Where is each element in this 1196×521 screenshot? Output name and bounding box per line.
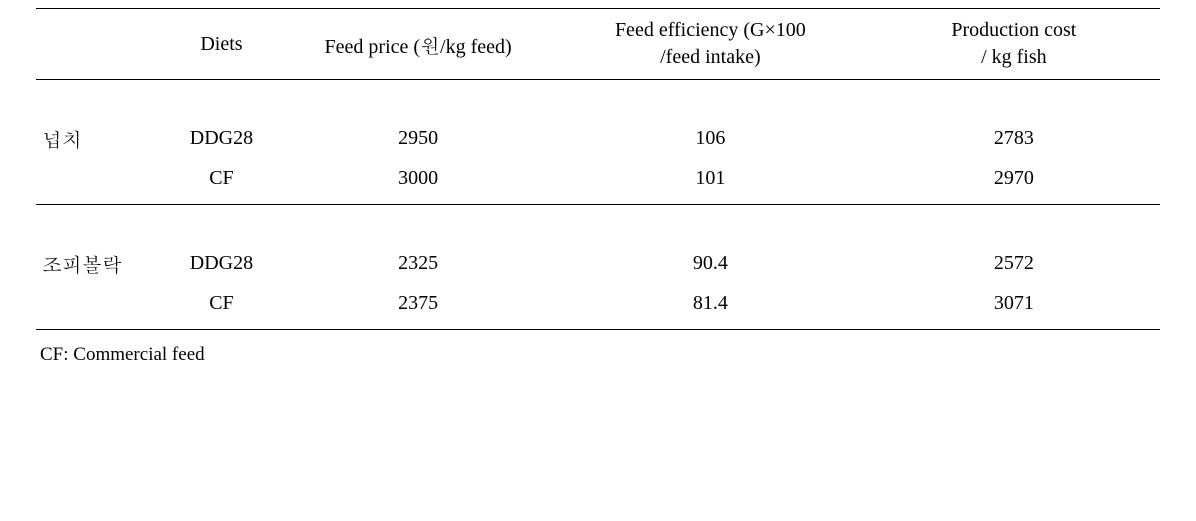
footnote: CF: Commercial feed <box>36 344 1160 366</box>
cell-price: 2375 <box>283 283 553 330</box>
header-diets: Diets <box>160 9 284 80</box>
section-gap <box>36 205 1160 244</box>
header-efficiency-l2: /feed intake) <box>553 44 868 71</box>
cell-cost: 2572 <box>868 243 1160 283</box>
cell-efficiency: 101 <box>553 158 868 205</box>
cell-cost: 2783 <box>868 118 1160 158</box>
cell-cost: 3071 <box>868 283 1160 330</box>
cell-cost: 2970 <box>868 158 1160 205</box>
species-label-empty <box>36 283 160 330</box>
cell-price: 2950 <box>283 118 553 158</box>
data-table: Diets Feed price (원/kg feed) Feed effici… <box>36 8 1160 330</box>
table-row: CF 2375 81.4 3071 <box>36 283 1160 330</box>
cell-diet: CF <box>160 158 284 205</box>
cell-efficiency: 106 <box>553 118 868 158</box>
table-row: 조피볼락 DDG28 2325 90.4 2572 <box>36 243 1160 283</box>
header-price: Feed price (원/kg feed) <box>283 9 553 80</box>
species-label: 넙치 <box>36 118 160 158</box>
cell-efficiency: 90.4 <box>553 243 868 283</box>
cell-price: 3000 <box>283 158 553 205</box>
species-label-empty <box>36 158 160 205</box>
cell-efficiency: 81.4 <box>553 283 868 330</box>
table-row: CF 3000 101 2970 <box>36 158 1160 205</box>
cell-price: 2325 <box>283 243 553 283</box>
species-label: 조피볼락 <box>36 243 160 283</box>
header-cost-l2: / kg fish <box>868 44 1160 71</box>
table-row: 넙치 DDG28 2950 106 2783 <box>36 118 1160 158</box>
header-row: Diets Feed price (원/kg feed) Feed effici… <box>36 9 1160 80</box>
cell-diet: DDG28 <box>160 243 284 283</box>
cell-diet: DDG28 <box>160 118 284 158</box>
header-cost: Production cost / kg fish <box>868 9 1160 80</box>
header-cost-l1: Production cost <box>868 17 1160 44</box>
header-efficiency: Feed efficiency (G×100 /feed intake) <box>553 9 868 80</box>
table-container: Diets Feed price (원/kg feed) Feed effici… <box>0 0 1196 386</box>
section-gap <box>36 80 1160 119</box>
header-blank <box>36 9 160 80</box>
header-efficiency-l1: Feed efficiency (G×100 <box>553 17 868 44</box>
cell-diet: CF <box>160 283 284 330</box>
